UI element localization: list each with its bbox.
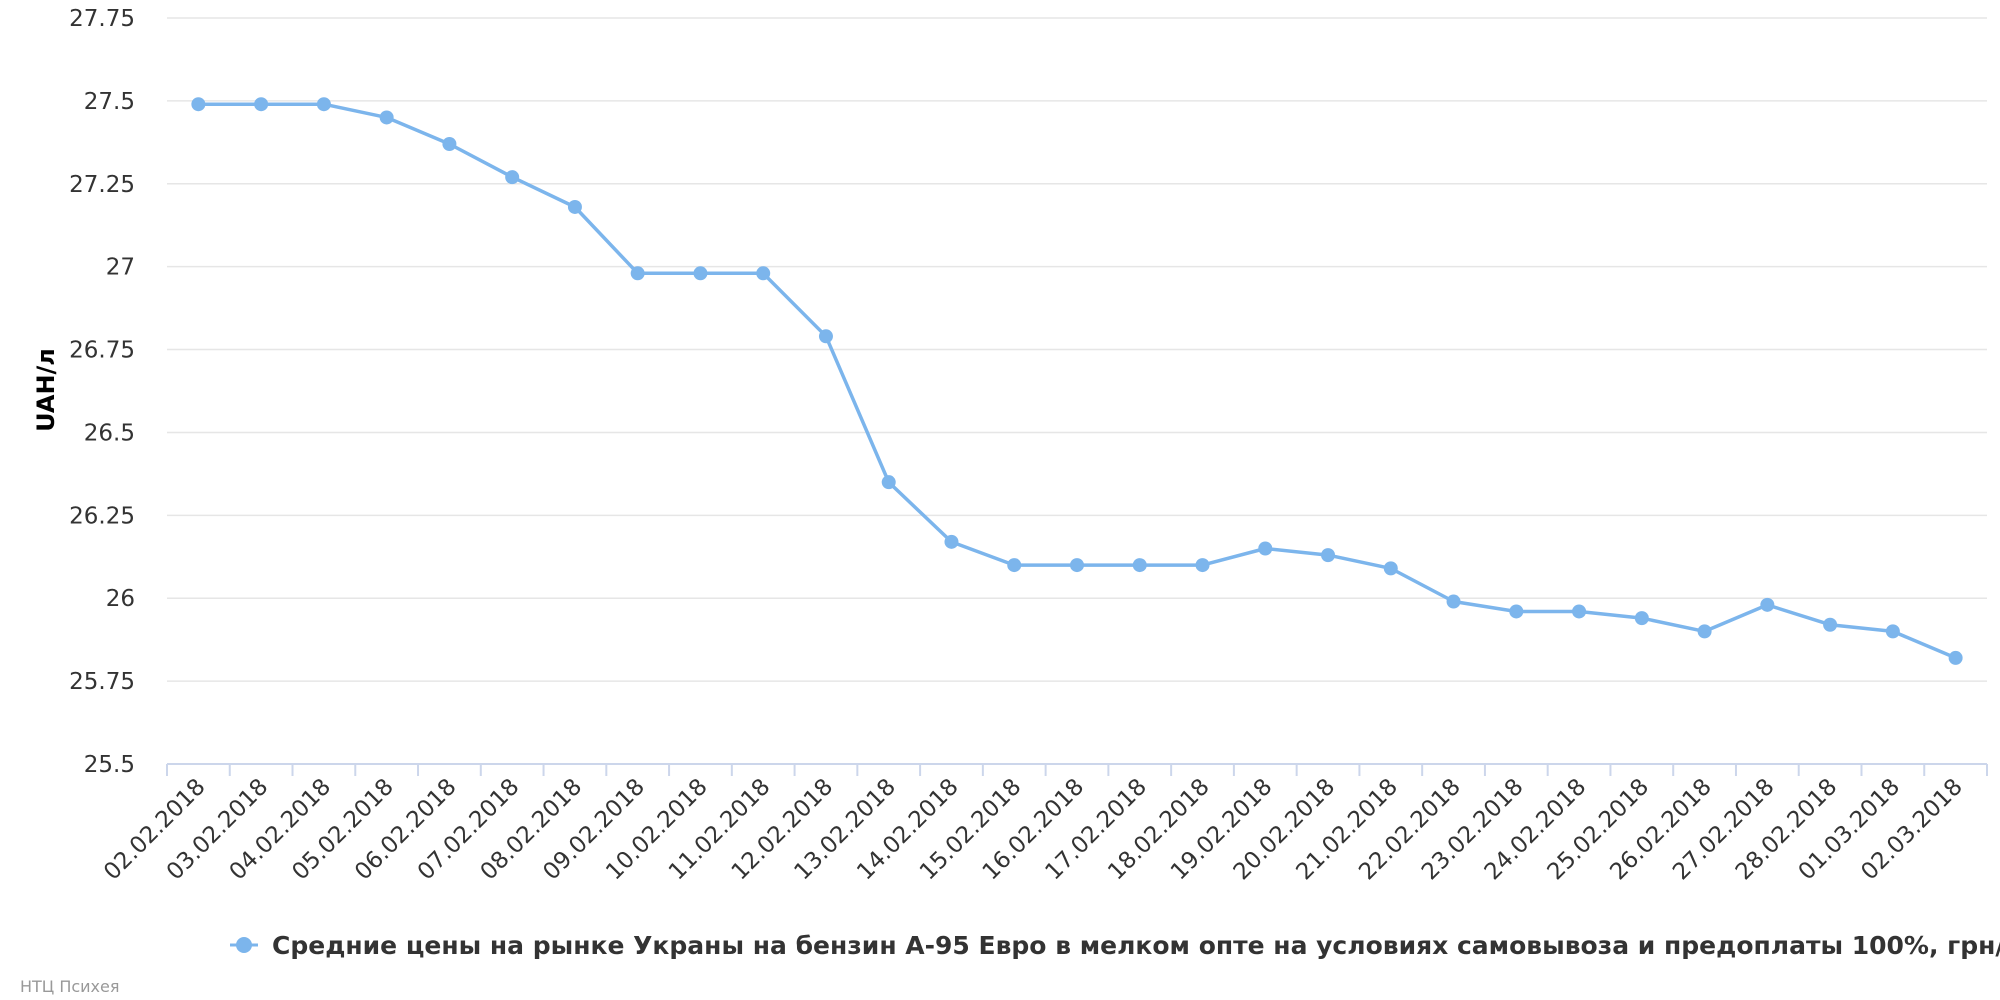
credit-text[interactable]: НТЦ Психея (20, 977, 119, 996)
data-point[interactable] (1195, 558, 1210, 573)
data-point[interactable] (1572, 604, 1587, 619)
data-point[interactable] (1697, 624, 1712, 639)
data-point[interactable] (1509, 604, 1524, 619)
y-tick-label: 26.5 (84, 420, 135, 446)
data-point[interactable] (442, 136, 457, 151)
data-point[interactable] (1007, 558, 1022, 573)
data-point[interactable] (191, 97, 206, 112)
data-point[interactable] (1948, 650, 1963, 665)
data-point[interactable] (1760, 597, 1775, 612)
y-tick-label: 25.5 (84, 752, 135, 778)
data-point[interactable] (379, 110, 394, 125)
y-tick-label: 27.5 (84, 89, 135, 115)
legend-label: Средние цены на рынке Украны на бензин А… (272, 931, 2000, 960)
y-tick-label: 25.75 (69, 669, 135, 695)
data-point[interactable] (1823, 617, 1838, 632)
y-axis: 25.5 25.75 26 26.25 26.5 26.75 27 27.25 27.5 27.7… (69, 6, 135, 778)
grid-lines (167, 17, 1987, 682)
y-tick-label: 27 (106, 255, 135, 281)
data-point[interactable] (254, 97, 269, 112)
x-axis: 02.02.201803.02.201804.02.201805.02.2018… (99, 763, 1988, 885)
data-point[interactable] (316, 97, 331, 112)
y-tick-label: 26 (106, 586, 135, 612)
y-tick-label: 27.25 (69, 172, 135, 198)
legend-point-marker (236, 937, 252, 953)
data-point[interactable] (756, 266, 771, 281)
data-point[interactable] (1321, 548, 1336, 563)
y-axis-label: UAH/л (32, 348, 60, 432)
data-point[interactable] (1258, 541, 1273, 556)
data-point[interactable] (567, 199, 582, 214)
data-point[interactable] (1070, 558, 1084, 573)
data-point[interactable] (1885, 624, 1900, 639)
data-point[interactable] (1446, 594, 1461, 609)
y-tick-label: 26.75 (69, 338, 135, 364)
series-layer (191, 97, 1963, 665)
data-point[interactable] (505, 170, 520, 185)
series-line (196, 102, 1958, 660)
data-point[interactable] (818, 329, 833, 344)
data-point[interactable] (944, 534, 959, 549)
data-point[interactable] (630, 266, 645, 281)
data-point[interactable] (1132, 558, 1147, 573)
data-point[interactable] (693, 266, 708, 281)
y-tick-label: 26.25 (69, 503, 135, 529)
data-point[interactable] (1634, 611, 1649, 626)
data-point[interactable] (881, 475, 896, 490)
legend[interactable]: Средние цены на рынке Украны на бензин А… (230, 931, 2000, 960)
y-tick-label: 27.75 (69, 6, 135, 32)
data-point[interactable] (1383, 561, 1398, 576)
